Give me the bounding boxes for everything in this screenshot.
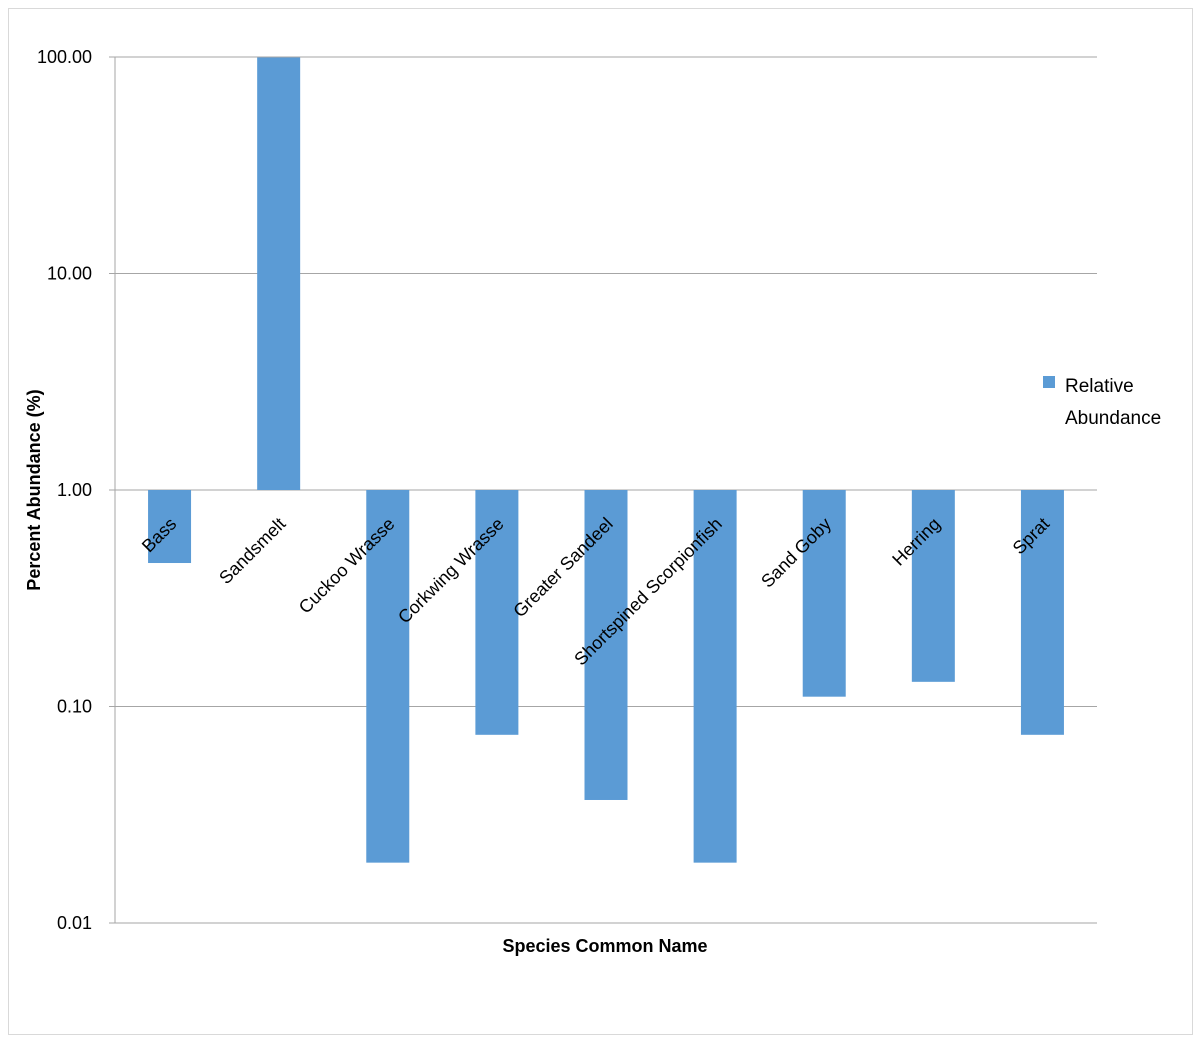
legend-label: Relative Abundance xyxy=(1065,376,1161,429)
y-tick-label: 0.01 xyxy=(57,913,92,933)
bar xyxy=(693,490,737,863)
bars xyxy=(148,57,1064,863)
legend: Relative Abundance xyxy=(1043,376,1161,429)
bar xyxy=(802,490,846,697)
bar xyxy=(366,490,410,863)
bar xyxy=(475,490,519,735)
y-tick-label: 10.00 xyxy=(47,264,92,284)
y-axis-title: Percent Abundance (%) xyxy=(24,389,44,590)
axes xyxy=(109,56,116,924)
bar xyxy=(584,490,628,800)
category-label: Sandsmelt xyxy=(215,514,289,588)
legend-swatch xyxy=(1043,376,1055,388)
x-axis-title: Species Common Name xyxy=(502,936,707,956)
y-tick-label: 0.10 xyxy=(57,697,92,717)
bar xyxy=(257,57,301,490)
bar xyxy=(1020,490,1064,735)
y-tick-label: 1.00 xyxy=(57,480,92,500)
bar xyxy=(148,490,192,564)
bar xyxy=(911,490,955,682)
y-tick-label: 100.00 xyxy=(37,47,92,67)
y-tick-labels: 100.00 10.00 1.00 0.10 0.01 xyxy=(37,47,92,933)
